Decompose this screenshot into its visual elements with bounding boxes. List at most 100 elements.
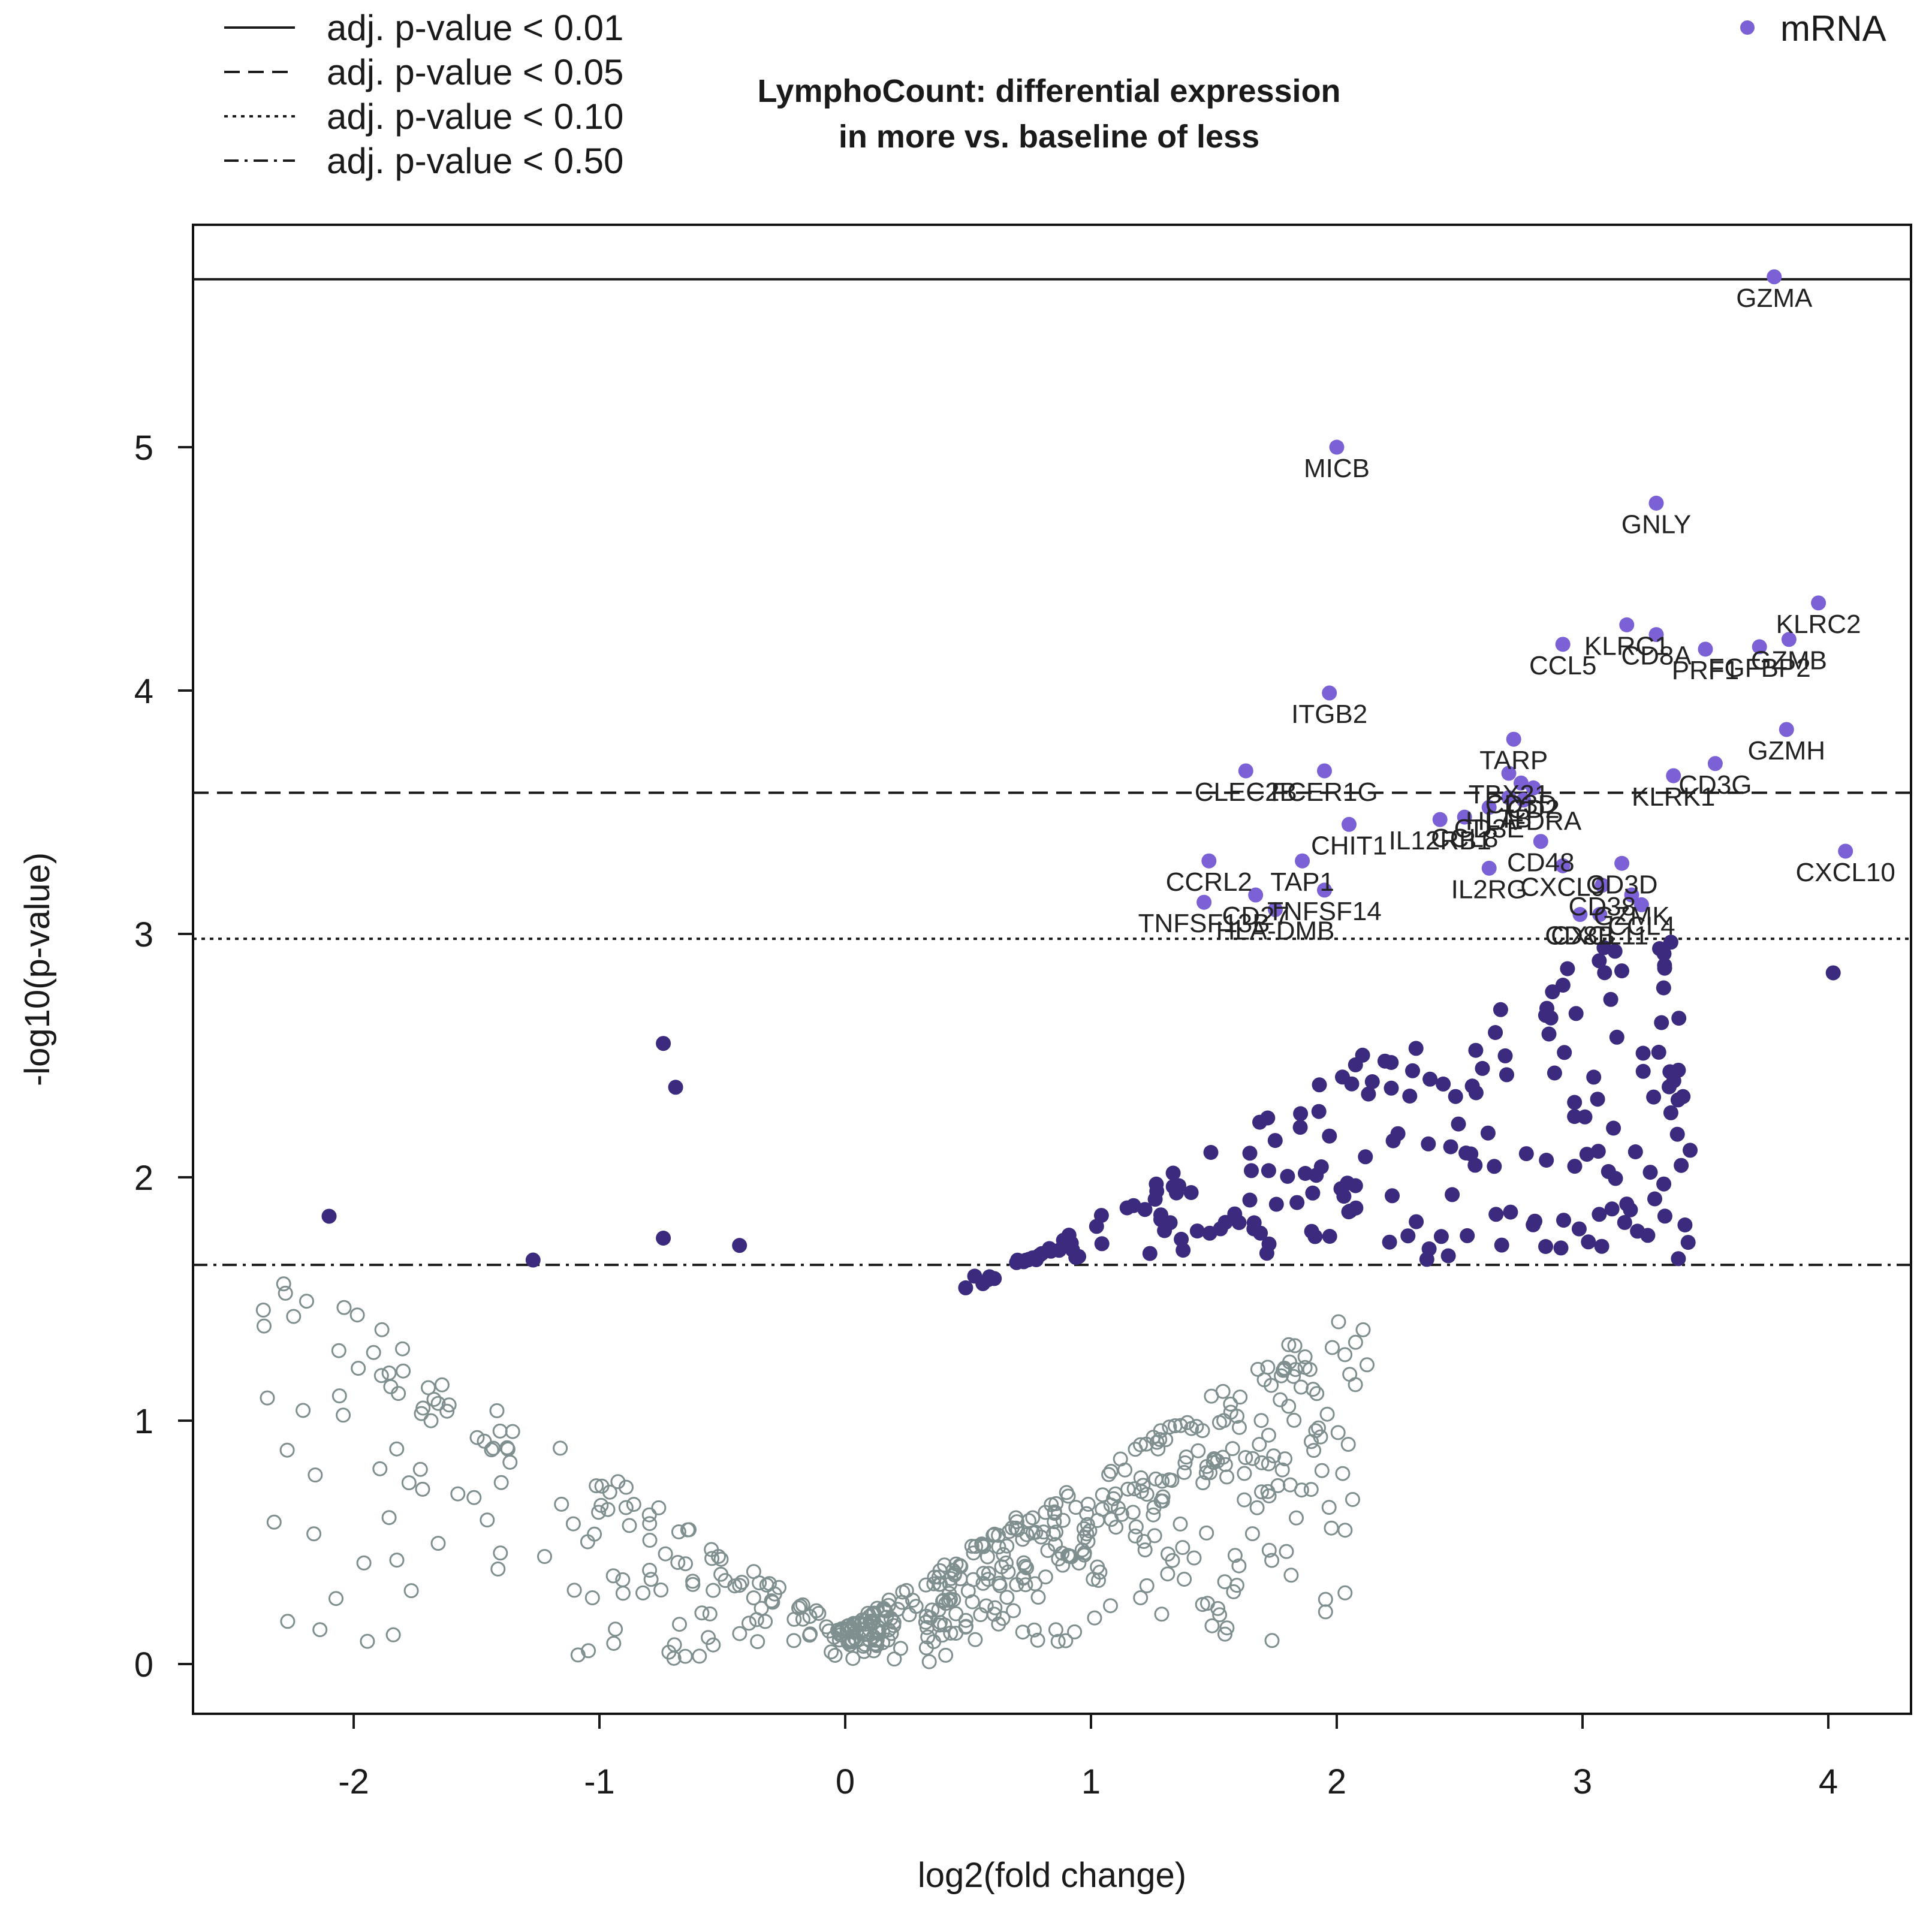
data-point	[1008, 1520, 1024, 1536]
data-point	[266, 1514, 282, 1530]
x-tick-label: 2	[1327, 1762, 1346, 1801]
gene-label: TNFSF13B	[1138, 909, 1270, 938]
data-point	[1125, 1505, 1141, 1520]
data-point	[477, 1433, 492, 1449]
data-point	[490, 1562, 506, 1577]
data-point	[1408, 1041, 1424, 1056]
data-point	[306, 1526, 322, 1542]
data-point	[742, 1615, 756, 1631]
data-point	[1571, 1221, 1587, 1237]
data-point	[351, 1361, 366, 1376]
data-point	[758, 1614, 773, 1629]
gene-label: CCL5	[1529, 651, 1597, 680]
data-point	[1268, 1196, 1284, 1212]
data-point	[1254, 1484, 1269, 1500]
gene-point	[1555, 637, 1571, 652]
data-point	[1260, 1484, 1276, 1499]
data-point	[1293, 1106, 1309, 1122]
data-point	[1656, 1176, 1672, 1192]
data-point	[1128, 1519, 1144, 1535]
data-point	[653, 1583, 669, 1597]
data-point	[881, 1622, 896, 1638]
x-axis-label: log2(fold change)	[918, 1856, 1186, 1895]
data-point	[643, 1572, 659, 1587]
gene-label: TARP	[1479, 746, 1548, 775]
data-point	[1321, 1500, 1337, 1515]
data-point	[1245, 1451, 1261, 1466]
data-point	[1177, 1455, 1193, 1470]
data-point	[336, 1300, 352, 1315]
data-point	[1364, 1074, 1380, 1089]
data-point	[1033, 1529, 1049, 1545]
data-point	[1060, 1488, 1076, 1504]
data-point	[1384, 1080, 1399, 1096]
data-point	[525, 1252, 541, 1268]
data-point	[1111, 1500, 1126, 1516]
data-point	[502, 1454, 518, 1470]
data-point	[1018, 1252, 1034, 1268]
data-point	[1169, 1185, 1184, 1201]
data-point	[1177, 1572, 1192, 1587]
data-point	[1309, 1386, 1325, 1401]
data-point	[1055, 1512, 1071, 1528]
data-point	[1294, 1482, 1309, 1498]
data-point	[1677, 1217, 1693, 1232]
data-point	[1390, 1126, 1406, 1141]
data-point	[1244, 1526, 1260, 1542]
data-point	[1026, 1622, 1042, 1638]
data-point	[1402, 1089, 1418, 1104]
gene-point	[1648, 495, 1664, 511]
data-point	[1184, 1421, 1199, 1436]
data-point	[1076, 1521, 1092, 1536]
data-point	[642, 1516, 658, 1532]
data-point	[1274, 1462, 1290, 1478]
gene-label: GZMA	[1736, 284, 1813, 313]
gene-point	[1572, 907, 1588, 923]
data-point	[1451, 1116, 1466, 1132]
gene-label: KLRK1	[1632, 782, 1715, 812]
data-point	[1108, 1520, 1124, 1535]
gene-point	[1501, 790, 1517, 806]
data-point	[1503, 1204, 1518, 1220]
gene-point	[1555, 858, 1571, 873]
data-point	[1652, 941, 1667, 956]
data-point	[1663, 935, 1678, 950]
data-point	[493, 1475, 509, 1490]
data-point	[1547, 1065, 1562, 1081]
gene-point	[1514, 775, 1529, 791]
data-point	[1139, 1487, 1155, 1502]
data-point	[1261, 1456, 1276, 1472]
data-point	[975, 1575, 991, 1591]
data-point	[1306, 1382, 1321, 1397]
data-point	[860, 1605, 876, 1621]
data-point	[1175, 1540, 1190, 1556]
data-point	[1215, 1383, 1231, 1399]
data-point	[1311, 1104, 1327, 1119]
gene-point	[1481, 860, 1497, 876]
data-point	[702, 1606, 718, 1621]
data-point	[1068, 1250, 1084, 1265]
gene-point	[1457, 809, 1472, 825]
gene-point	[1595, 878, 1610, 893]
data-point	[1231, 1558, 1247, 1574]
data-point	[1539, 1000, 1554, 1016]
data-point	[867, 1636, 883, 1652]
data-point	[1153, 1423, 1168, 1439]
data-point	[982, 1269, 997, 1285]
data-point	[1305, 1185, 1321, 1201]
data-point	[1261, 1236, 1277, 1252]
data-point	[1199, 1596, 1215, 1611]
data-point	[1232, 1419, 1247, 1435]
data-point	[936, 1593, 951, 1608]
data-point	[1050, 1633, 1066, 1649]
data-point	[1647, 1191, 1662, 1207]
data-point	[1606, 1120, 1621, 1136]
data-point	[1048, 1496, 1064, 1511]
data-point	[1153, 1207, 1168, 1223]
data-point	[1640, 1228, 1656, 1243]
data-point	[1360, 1357, 1375, 1373]
data-point	[658, 1546, 673, 1562]
data-point	[819, 1619, 834, 1635]
data-point	[1617, 1214, 1632, 1230]
gene-label: CD3E	[1454, 814, 1524, 843]
